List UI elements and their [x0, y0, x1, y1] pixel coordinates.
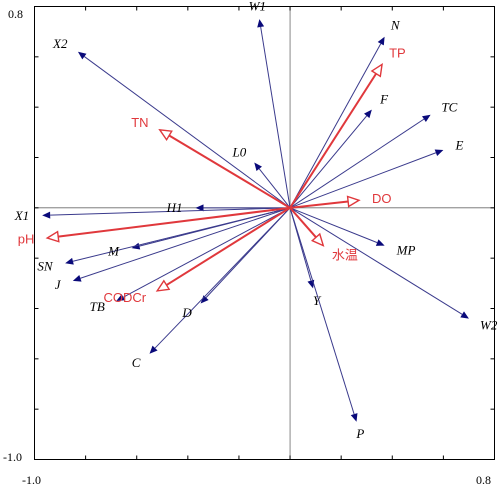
env-arrowhead-do: [346, 195, 361, 208]
species-arrowhead-j: [72, 274, 82, 282]
env-label-water-temperature: 水温: [332, 247, 358, 262]
species-arrow-e: [289, 152, 437, 209]
species-label-n: N: [390, 17, 401, 32]
species-arrow-mp: [289, 207, 378, 244]
species-arrowhead-mp: [375, 239, 385, 246]
species-label-w1: W1: [249, 0, 266, 13]
x-tick-label-max: 0.8: [476, 473, 491, 487]
species-arrow-w1: [260, 26, 291, 208]
species-label-e: E: [455, 137, 464, 152]
env-label-tn: TN: [131, 115, 148, 130]
env-arrow-tn: [168, 134, 291, 209]
species-label-x2: X2: [52, 36, 68, 51]
species-arrows: [42, 19, 469, 422]
species-arrow-l0: [258, 168, 291, 209]
species-label-h1: H1: [166, 200, 183, 215]
env-label-do: DO: [372, 191, 392, 206]
species-label-sn: SN: [37, 258, 54, 273]
ticks-layer: [34, 6, 495, 460]
species-arrowhead-p: [350, 413, 358, 422]
species-label-w2: W2: [480, 317, 498, 332]
env-arrowhead-tn: [158, 128, 173, 142]
species-arrow-p: [289, 207, 355, 415]
env-arrow-do: [289, 200, 349, 209]
axes-layer: [34, 6, 495, 460]
env-arrow-water-temperature: [289, 207, 317, 238]
env-arrow-ph: [58, 206, 291, 238]
env-arrowhead-water-temperature: [310, 232, 325, 247]
env-label-codcr: CODCr: [104, 290, 147, 305]
env-arrowhead-codcr: [155, 279, 171, 292]
species-arrowhead-w2: [460, 311, 469, 319]
species-arrow-n: [289, 43, 382, 209]
species-label-j: J: [55, 277, 62, 292]
species-label-tc: TC: [441, 100, 457, 115]
species-arrowhead-c: [149, 345, 158, 354]
x-tick-label-min: -1.0: [22, 473, 41, 487]
species-label-m: M: [107, 243, 120, 258]
tick-labels: 0.8 -1.0 -1.0 0.8: [3, 7, 491, 487]
species-label-mp: MP: [396, 242, 416, 257]
species-arrowhead-l0: [254, 162, 262, 171]
species-arrowhead-d: [200, 295, 209, 304]
species-arrow-j: [80, 207, 291, 279]
species-label-c: C: [132, 355, 141, 370]
species-arrow-f: [289, 115, 368, 209]
species-arrow-sn: [72, 207, 291, 262]
env-arrow-codcr: [165, 206, 291, 286]
species-label-p: P: [355, 426, 364, 441]
species-arrowhead-e: [434, 149, 444, 157]
env-label-tp: TP: [389, 45, 406, 60]
environment-arrows: [45, 62, 383, 292]
species-arrow-c: [154, 207, 291, 349]
env-arrowhead-tp: [370, 62, 383, 78]
species-arrowhead-n: [377, 36, 385, 46]
species-arrow-tb: [123, 207, 291, 298]
species-arrowhead-x2: [77, 51, 87, 60]
plot-frame: [34, 6, 495, 460]
env-label-ph: pH: [18, 232, 35, 247]
species-arrowhead-tb: [116, 294, 125, 301]
env-arrowhead-ph: [45, 230, 60, 243]
species-arrowhead-w1: [257, 19, 265, 28]
species-arrow-w2: [289, 207, 463, 315]
species-label-y: Y: [313, 293, 322, 308]
species-arrow-x1: [50, 207, 291, 216]
species-arrow-x2: [84, 56, 291, 209]
species-arrowhead-x1: [42, 211, 51, 219]
species-label-x1: X1: [14, 208, 29, 223]
y-tick-label-min: -1.0: [3, 450, 22, 464]
species-label-l0: L0: [231, 144, 246, 159]
species-arrowhead-tc: [422, 114, 431, 123]
species-label-tb: TB: [90, 299, 105, 314]
species-label-f: F: [379, 92, 389, 107]
species-arrowhead-f: [364, 109, 372, 119]
arrow-labels: W1 X2 N F TC E L0 H1 X1 M SNJ TB D C Y MP W2 P TP TN DO pH COD…: [14, 0, 498, 441]
env-arrow-tp: [289, 73, 377, 209]
species-arrowhead-h1: [195, 204, 204, 212]
species-label-d: D: [181, 305, 192, 320]
species-arrow-tc: [289, 118, 425, 209]
species-arrowhead-sn: [65, 257, 74, 265]
y-tick-label-max: 0.8: [8, 7, 23, 21]
